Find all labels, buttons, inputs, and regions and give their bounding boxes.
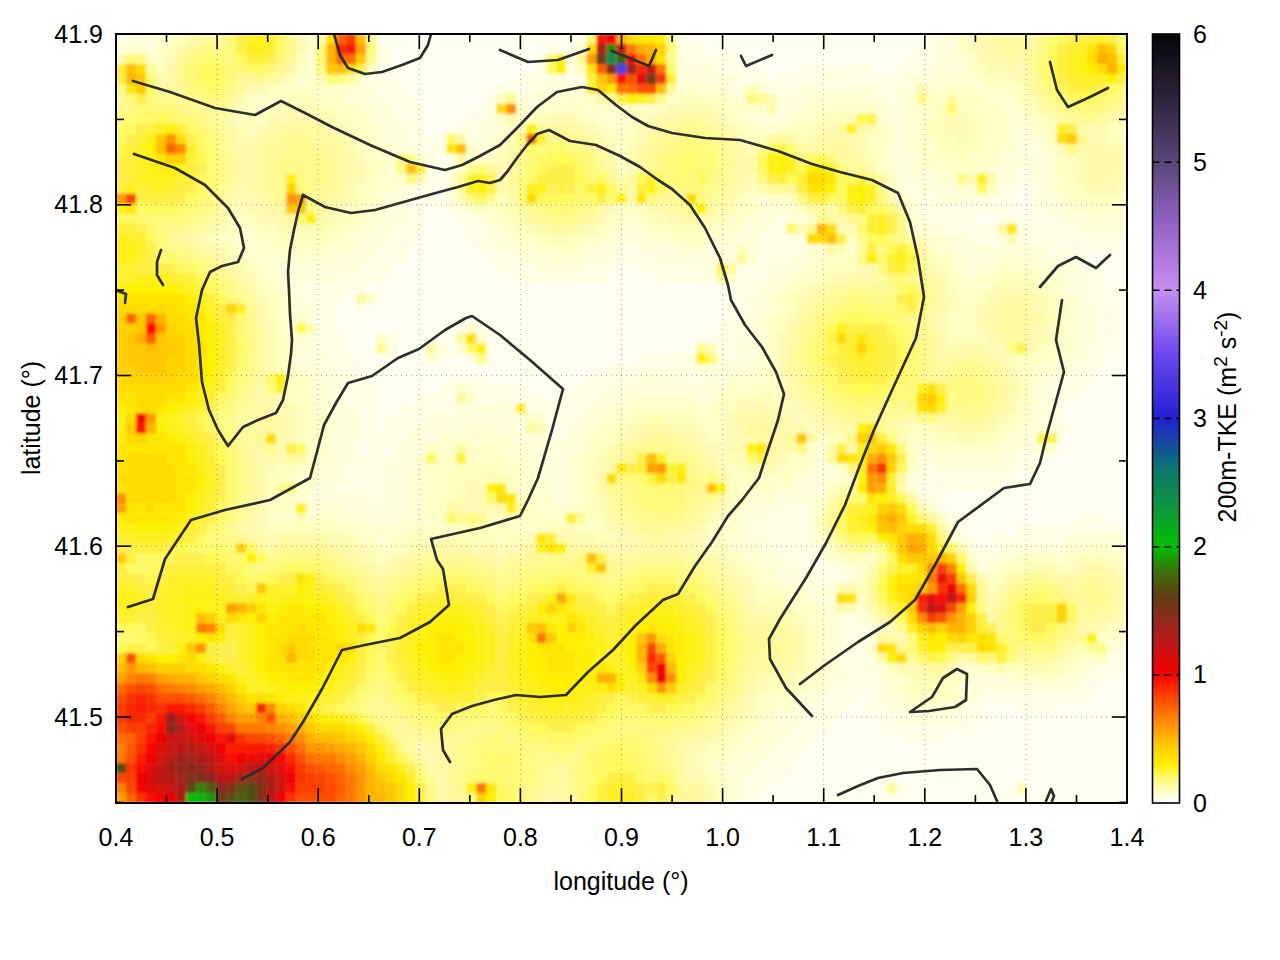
svg-text:4: 4	[1193, 276, 1207, 304]
svg-text:0.8: 0.8	[503, 823, 538, 851]
svg-text:latitude (°): latitude (°)	[17, 361, 45, 475]
svg-text:0.6: 0.6	[301, 823, 336, 851]
svg-text:41.6: 41.6	[54, 532, 103, 560]
svg-text:41.7: 41.7	[54, 361, 103, 389]
svg-text:0.9: 0.9	[604, 823, 639, 851]
svg-text:1.0: 1.0	[705, 823, 740, 851]
svg-text:6: 6	[1193, 20, 1207, 48]
svg-text:1: 1	[1193, 660, 1207, 688]
svg-text:0: 0	[1193, 789, 1207, 817]
svg-text:41.9: 41.9	[54, 20, 103, 48]
svg-text:41.8: 41.8	[54, 190, 103, 218]
svg-text:1.3: 1.3	[1009, 823, 1044, 851]
svg-text:1.2: 1.2	[907, 823, 942, 851]
svg-text:5: 5	[1193, 148, 1207, 176]
svg-text:2: 2	[1193, 532, 1207, 560]
svg-text:0.5: 0.5	[200, 823, 235, 851]
svg-text:1.4: 1.4	[1110, 823, 1145, 851]
svg-text:200m-TKE (m2 s-2): 200m-TKE (m2 s-2)	[1210, 312, 1241, 523]
svg-text:0.7: 0.7	[402, 823, 437, 851]
svg-text:0.4: 0.4	[99, 823, 134, 851]
svg-text:1.1: 1.1	[806, 823, 841, 851]
svg-text:longitude (°): longitude (°)	[553, 867, 688, 895]
svg-text:41.5: 41.5	[54, 703, 103, 731]
svg-text:3: 3	[1193, 404, 1207, 432]
